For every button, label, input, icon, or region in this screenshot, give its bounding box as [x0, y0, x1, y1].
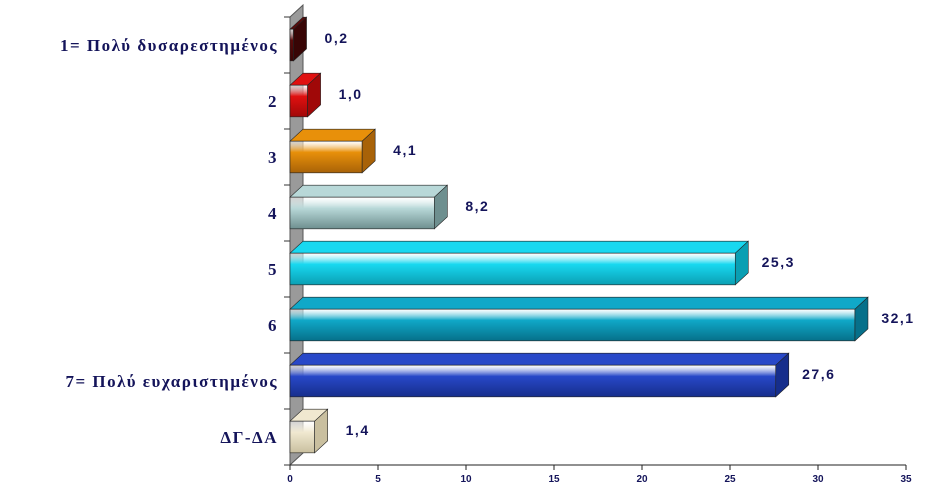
category-label: ΔΓ-ΔΑ — [220, 428, 278, 447]
bar-top-face — [289, 184, 449, 198]
bar-top-face — [289, 128, 376, 142]
category-label: 6 — [268, 316, 278, 335]
category-label: 7= Πολύ ευχαριστημένος — [65, 372, 278, 391]
category-labels: 1= Πολύ δυσαρεστημένος 2 3 4 5 6 7= Πολύ ευχαρ… — [60, 36, 278, 447]
bar-front-face — [289, 196, 435, 230]
category-label: 5 — [268, 260, 278, 279]
bar — [289, 72, 322, 118]
x-tick-label: 20 — [636, 474, 648, 485]
bar-front-face — [289, 84, 308, 118]
bar-end-face — [434, 184, 448, 230]
bar-front-face — [289, 364, 777, 398]
value-label: 1,4 — [346, 422, 370, 438]
category-label: 3 — [268, 148, 278, 167]
bar-front-face — [289, 308, 856, 342]
bar-end-face — [314, 408, 328, 454]
value-label: 8,2 — [465, 198, 489, 214]
bar-end-face — [361, 128, 376, 174]
x-tick-label: 35 — [900, 474, 912, 485]
category-label: 2 — [268, 92, 278, 111]
x-tick-label: 5 — [375, 474, 381, 485]
value-label: 1,0 — [339, 86, 363, 102]
bar — [289, 408, 329, 454]
bar-end-face — [775, 352, 790, 398]
value-label: 25,3 — [762, 254, 795, 270]
bar — [289, 184, 449, 230]
value-label: 4,1 — [393, 142, 417, 158]
value-labels: 0,2 1,0 4,1 8,2 25,3 32,1 27,6 1,4 — [325, 30, 914, 438]
bar-front-face — [289, 28, 294, 62]
category-label: 1= Πολύ δυσαρεστημένος — [60, 36, 278, 55]
bar-front-face — [289, 252, 736, 286]
x-tick-label: 10 — [460, 474, 472, 485]
bar-top-face — [289, 240, 750, 254]
bar-end-face — [293, 16, 307, 62]
value-label: 27,6 — [802, 366, 835, 382]
bar-top-face — [289, 296, 869, 310]
bars-group — [289, 16, 869, 454]
x-tick-label: 15 — [548, 474, 560, 485]
bar — [289, 16, 308, 62]
bar — [289, 240, 750, 286]
value-label: 32,1 — [881, 310, 914, 326]
bar-top-face — [289, 352, 790, 366]
x-tick-label: 0 — [287, 474, 293, 485]
x-axis: 0 5 10 15 20 25 30 35 — [287, 464, 912, 485]
x-tick-label: 30 — [812, 474, 824, 485]
bar — [289, 352, 790, 398]
value-label: 0,2 — [325, 30, 349, 46]
x-tick-label: 25 — [724, 474, 736, 485]
category-label: 4 — [268, 204, 278, 223]
bar-end-face — [734, 240, 749, 286]
bar — [289, 296, 869, 342]
bar-end-face — [854, 296, 869, 342]
bar — [289, 128, 376, 174]
bar-front-face — [289, 140, 363, 174]
bar-front-face — [289, 420, 315, 454]
bar-end-face — [307, 72, 321, 118]
